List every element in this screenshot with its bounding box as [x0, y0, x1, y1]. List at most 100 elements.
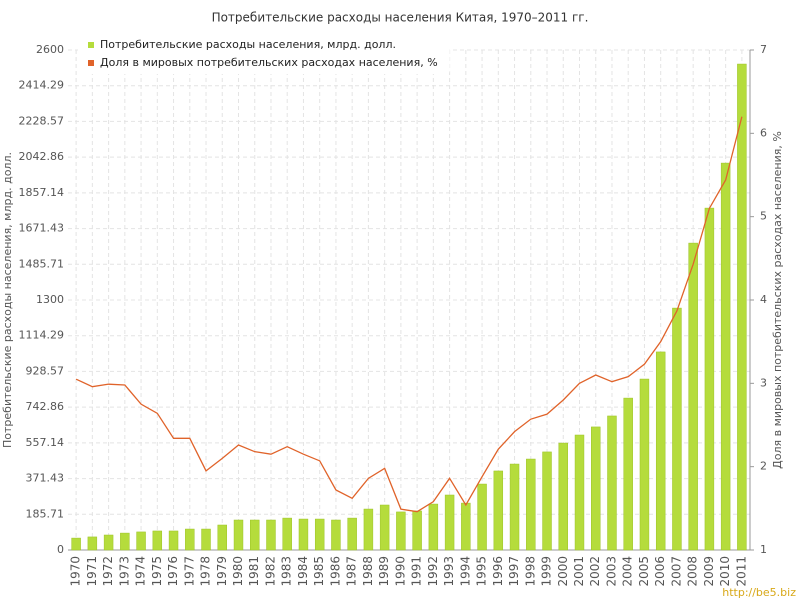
- y-tick-label: 557.14: [26, 436, 65, 449]
- x-tick-label: 1975: [150, 556, 164, 587]
- x-tick-label: 1984: [296, 556, 310, 587]
- legend-box: [78, 36, 450, 74]
- bar: [185, 528, 195, 551]
- y-tick-label: 0: [57, 543, 64, 556]
- y-tick-label: 742.86: [26, 400, 65, 413]
- y2-tick-label: 1: [760, 543, 767, 556]
- chart-title: Потребительские расходы населения Китая,…: [212, 11, 589, 25]
- x-tick-label: 1999: [540, 556, 554, 587]
- x-tick-label: 1997: [507, 556, 521, 587]
- legend-marker: [88, 60, 94, 66]
- y2-tick-label: 4: [760, 293, 767, 306]
- bar: [639, 378, 650, 551]
- bar: [704, 207, 715, 551]
- x-tick-label: 1976: [166, 556, 180, 587]
- y-tick-label: 928.57: [26, 364, 65, 377]
- y-tick-label: 1857.14: [19, 186, 65, 199]
- x-tick-label: 1991: [410, 556, 424, 587]
- bar: [120, 532, 130, 551]
- x-tick-label: 2011: [734, 556, 748, 587]
- bar: [331, 519, 341, 551]
- bar: [591, 426, 601, 551]
- y-tick-label: 185.71: [26, 507, 65, 520]
- y2-tick-label: 7: [760, 43, 767, 56]
- bar: [87, 536, 98, 551]
- bar: [233, 519, 244, 551]
- y2-tick-label: 6: [760, 126, 767, 139]
- bar: [737, 63, 747, 551]
- bar: [461, 502, 471, 551]
- x-tick-label: 1996: [491, 556, 505, 587]
- x-tick-label: 1972: [101, 556, 115, 587]
- x-tick-label: 1989: [377, 556, 391, 587]
- bar: [444, 494, 455, 551]
- legend-label: Потребительские расходы населения, млрд.…: [100, 38, 396, 51]
- y-tick-label: 1671.43: [19, 222, 65, 235]
- legend-label: Доля в мировых потребительских расходах …: [100, 56, 438, 69]
- x-tick-label: 1980: [231, 556, 245, 587]
- x-tick-label: 2003: [604, 556, 618, 587]
- bar: [168, 530, 179, 551]
- bar: [493, 470, 504, 551]
- bar: [282, 517, 292, 551]
- line: [75, 116, 743, 513]
- bar: [71, 537, 81, 551]
- y-axis-label: Потребительские расходы населения, млрд.…: [1, 152, 14, 448]
- bar: [379, 504, 390, 551]
- x-tick-label: 2002: [588, 556, 602, 587]
- y-tick-label: 1114.29: [19, 329, 65, 342]
- x-tick-label: 1985: [312, 556, 326, 587]
- x-tick-label: 1973: [117, 556, 131, 587]
- bar: [542, 451, 552, 551]
- y2-tick-label: 5: [760, 210, 767, 223]
- bar: [152, 530, 163, 551]
- y-tick-label: 2600: [36, 43, 64, 56]
- bar: [526, 458, 536, 551]
- x-tick-label: 1974: [134, 556, 148, 587]
- x-tick-label: 2006: [653, 556, 667, 587]
- bar: [363, 508, 374, 551]
- bar: [347, 517, 357, 551]
- x-tick-label: 1990: [393, 556, 407, 587]
- bar: [136, 531, 146, 551]
- bar: [103, 534, 114, 551]
- x-tick-label: 1995: [475, 556, 489, 587]
- x-tick-label: 1993: [442, 556, 456, 587]
- bar: [574, 434, 585, 551]
- x-tick-label: 1981: [247, 556, 261, 587]
- bar: [298, 518, 309, 551]
- y2-tick-label: 2: [760, 460, 767, 473]
- bar: [688, 242, 698, 551]
- x-tick-label: 2005: [637, 556, 651, 587]
- bar: [607, 415, 617, 551]
- x-tick-label: 2007: [669, 556, 683, 587]
- bar: [217, 524, 227, 551]
- y-tick-label: 2042.86: [19, 150, 65, 163]
- watermark: http://be5.biz: [722, 586, 796, 599]
- x-tick-label: 2000: [556, 556, 570, 587]
- x-tick-label: 1971: [85, 556, 99, 587]
- bar: [428, 503, 439, 551]
- x-tick-label: 1977: [182, 556, 196, 587]
- y-tick-label: 2414.29: [19, 79, 65, 92]
- x-tick-label: 2004: [621, 556, 635, 587]
- y2-tick-label: 3: [760, 376, 767, 389]
- x-tick-label: 2010: [718, 556, 732, 587]
- x-tick-label: 1986: [328, 556, 342, 587]
- y-tick-label: 1300: [36, 293, 64, 306]
- x-tick-label: 1982: [263, 556, 277, 587]
- x-tick-label: 2001: [572, 556, 586, 587]
- x-tick-label: 1978: [199, 556, 213, 587]
- bar: [250, 519, 260, 551]
- bar: [672, 307, 682, 551]
- y2-axis-label: Доля в мировых потребительских расходах …: [771, 131, 784, 469]
- bar: [623, 397, 633, 551]
- y-tick-label: 1485.71: [19, 257, 65, 270]
- bar: [720, 162, 731, 551]
- bar: [558, 442, 568, 551]
- bar: [201, 528, 211, 551]
- x-tick-label: 1979: [215, 556, 229, 587]
- x-tick-label: 1987: [345, 556, 359, 587]
- x-tick-label: 1983: [280, 556, 294, 587]
